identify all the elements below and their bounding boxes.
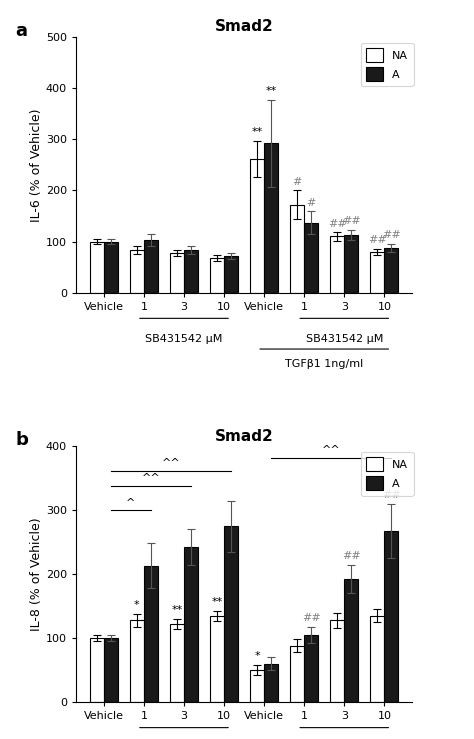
Text: ##: ## bbox=[342, 216, 361, 226]
Text: ##: ## bbox=[368, 235, 387, 245]
Bar bbox=[224, 526, 238, 702]
Bar bbox=[144, 566, 158, 702]
Bar bbox=[90, 242, 104, 293]
Text: ##: ## bbox=[302, 613, 320, 624]
Text: ##: ## bbox=[382, 230, 401, 239]
Text: ##: ## bbox=[382, 490, 401, 500]
Bar bbox=[130, 251, 144, 293]
Text: ^^: ^^ bbox=[142, 474, 160, 483]
Bar bbox=[170, 624, 184, 702]
Text: TGFβ1 1ng/ml: TGFβ1 1ng/ml bbox=[285, 359, 364, 370]
Text: SB431542 μM: SB431542 μM bbox=[306, 334, 383, 344]
Bar bbox=[330, 236, 344, 293]
Bar bbox=[104, 242, 118, 293]
Bar bbox=[250, 670, 264, 702]
Bar bbox=[104, 638, 118, 702]
Bar bbox=[344, 579, 358, 702]
Text: ^^: ^^ bbox=[322, 445, 341, 455]
Bar bbox=[304, 222, 318, 293]
Bar bbox=[290, 646, 304, 702]
Bar bbox=[370, 616, 384, 702]
Bar bbox=[170, 253, 184, 293]
Bar bbox=[130, 620, 144, 702]
Bar bbox=[90, 638, 104, 702]
Title: Smad2: Smad2 bbox=[215, 429, 273, 443]
Text: **: ** bbox=[172, 605, 182, 615]
Bar bbox=[264, 664, 278, 702]
Text: **: ** bbox=[265, 86, 277, 96]
Text: ^^: ^^ bbox=[162, 458, 181, 468]
Bar bbox=[264, 143, 278, 293]
Text: #: # bbox=[292, 177, 302, 186]
Text: *: * bbox=[134, 600, 140, 610]
Bar bbox=[330, 620, 344, 702]
Bar bbox=[144, 240, 158, 293]
Title: Smad2: Smad2 bbox=[215, 19, 273, 35]
Text: b: b bbox=[15, 431, 28, 449]
Bar bbox=[384, 248, 398, 293]
Text: SB431542 μM: SB431542 μM bbox=[146, 334, 223, 344]
Text: ^: ^ bbox=[126, 497, 136, 508]
Y-axis label: IL-8 (% of Vehicle): IL-8 (% of Vehicle) bbox=[30, 517, 43, 631]
Y-axis label: IL-6 (% of Vehicle): IL-6 (% of Vehicle) bbox=[30, 108, 43, 222]
Bar bbox=[210, 616, 224, 702]
Bar bbox=[384, 531, 398, 702]
Text: **: ** bbox=[252, 127, 263, 137]
Text: ##: ## bbox=[328, 219, 346, 228]
Bar bbox=[224, 256, 238, 293]
Bar bbox=[304, 635, 318, 702]
Bar bbox=[210, 258, 224, 293]
Bar bbox=[250, 159, 264, 293]
Text: *: * bbox=[255, 651, 260, 661]
Text: a: a bbox=[15, 21, 27, 40]
Bar bbox=[184, 251, 198, 293]
Legend: NA, A: NA, A bbox=[361, 43, 413, 86]
Bar bbox=[290, 205, 304, 293]
Bar bbox=[344, 235, 358, 293]
Bar bbox=[184, 548, 198, 702]
Text: **: ** bbox=[211, 597, 223, 607]
Legend: NA, A: NA, A bbox=[361, 452, 413, 496]
Text: ##: ## bbox=[342, 551, 361, 562]
Text: #: # bbox=[307, 197, 316, 208]
Bar bbox=[370, 252, 384, 293]
